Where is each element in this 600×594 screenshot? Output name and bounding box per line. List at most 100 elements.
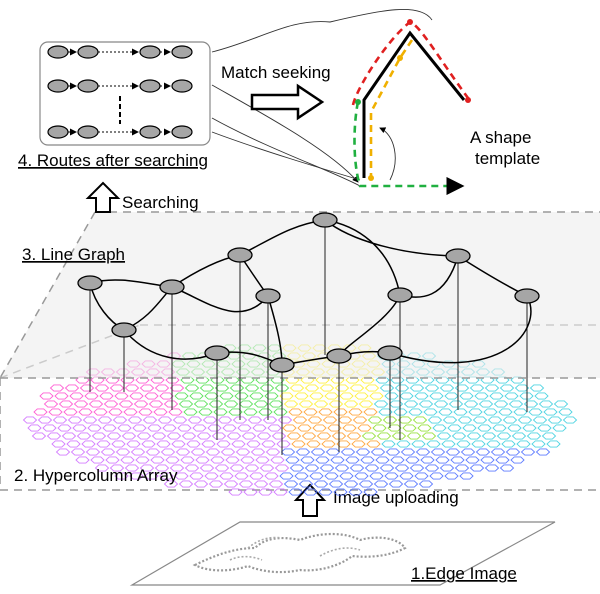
- hex-cell: [199, 464, 215, 472]
- hex-cell: [547, 416, 563, 424]
- hex-cell: [477, 424, 492, 432]
- hex-cell: [387, 424, 402, 432]
- hex-cell: [144, 392, 159, 400]
- hex-cell: [169, 384, 185, 392]
- hex-cell: [223, 400, 239, 408]
- hex-cell: [454, 464, 470, 472]
- hex-cell: [100, 448, 116, 456]
- hex-cell: [420, 456, 435, 464]
- hex-cell: [124, 384, 140, 392]
- hex-cell: [337, 416, 353, 424]
- hex-cell: [249, 392, 264, 400]
- hex-cell: [291, 440, 306, 448]
- hex-cell: [145, 448, 161, 456]
- hex-cell: [495, 456, 510, 464]
- hex-cell: [483, 408, 498, 416]
- hex-cell: [487, 416, 503, 424]
- hex-cell: [373, 480, 389, 488]
- hex-cell: [406, 432, 422, 440]
- hex-cell: [109, 384, 125, 392]
- hex-cell: [102, 424, 117, 432]
- hex-cell: [511, 432, 527, 440]
- hex-cell: [378, 408, 393, 416]
- hex-cell: [489, 392, 504, 400]
- hex-cell: [118, 400, 134, 408]
- hex-cell: [538, 400, 554, 408]
- hex-cell: [217, 416, 233, 424]
- hex-cell: [358, 400, 374, 408]
- hex-cell: [507, 424, 522, 432]
- graph-node: [111, 322, 137, 338]
- hex-cell: [334, 384, 350, 392]
- hex-cell: [405, 456, 420, 464]
- hex-cell: [397, 416, 413, 424]
- hex-cell: [531, 440, 546, 448]
- hex-cell: [430, 448, 446, 456]
- routes-box: [39, 41, 211, 146]
- hex-cell: [283, 400, 299, 408]
- hex-cell: [288, 488, 303, 496]
- hex-cell: [363, 408, 378, 416]
- hex-cell: [253, 480, 269, 488]
- hex-cell: [97, 416, 113, 424]
- hex-cell: [76, 432, 92, 440]
- hex-cell: [484, 384, 500, 392]
- hex-cell: [241, 432, 257, 440]
- hex-cell: [466, 432, 482, 440]
- hex-cell: [69, 392, 84, 400]
- hex-cell: [358, 480, 374, 488]
- hex-cell: [259, 384, 275, 392]
- hex-cell: [364, 384, 380, 392]
- hex-cell: [360, 456, 375, 464]
- hex-cell: [492, 424, 507, 432]
- hex-cell: [103, 400, 119, 408]
- hex-cell: [159, 472, 174, 480]
- hex-cell: [520, 448, 536, 456]
- hex-cell: [156, 440, 171, 448]
- hex-cell: [85, 448, 101, 456]
- hex-cell: [285, 456, 300, 464]
- hex-cell: [298, 400, 314, 408]
- hex-cell: [27, 424, 42, 432]
- route-node: [47, 79, 69, 93]
- hex-cell: [516, 440, 531, 448]
- hex-cell: [154, 384, 170, 392]
- hex-cell: [465, 456, 480, 464]
- hex-cell: [333, 408, 348, 416]
- hex-cell: [99, 392, 114, 400]
- line-graph-label: 3. Line Graph: [22, 245, 125, 264]
- hex-cell: [183, 408, 198, 416]
- hex-cell: [268, 400, 284, 408]
- hex-cell: [444, 472, 459, 480]
- hex-cell: [328, 480, 344, 488]
- hex-cell: [114, 392, 129, 400]
- hex-cell: [436, 432, 452, 440]
- hex-cell: [385, 448, 401, 456]
- edge-shape-outline: [192, 532, 407, 574]
- hex-cell: [166, 432, 182, 440]
- hex-cell: [403, 400, 419, 408]
- hex-cell: [54, 392, 69, 400]
- hex-cell: [319, 464, 335, 472]
- hex-cell: [159, 392, 174, 400]
- graph-node: [77, 275, 103, 291]
- hex-cell: [325, 448, 341, 456]
- hex-cell: [208, 400, 224, 408]
- hex-cell: [418, 480, 434, 488]
- hex-cell: [490, 448, 506, 456]
- hex-cell: [382, 416, 398, 424]
- hex-cell: [271, 432, 287, 440]
- hex-cell: [304, 384, 320, 392]
- hex-cell: [109, 464, 125, 472]
- hex-cell: [367, 416, 383, 424]
- hex-cell: [384, 472, 399, 480]
- hex-cell: [192, 424, 207, 432]
- hex-cell: [376, 432, 392, 440]
- hex-cell: [517, 416, 533, 424]
- hex-cell: [381, 440, 396, 448]
- graph-node: [377, 345, 403, 361]
- hex-cell: [112, 416, 128, 424]
- hex-cell: [141, 440, 156, 448]
- hex-cell: [228, 408, 243, 416]
